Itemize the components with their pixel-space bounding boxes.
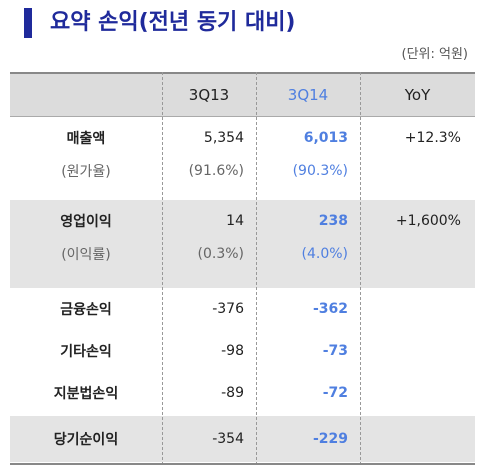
table-row-net-income: 당기순이익 -354 -229 [10, 416, 475, 462]
header-cell-3q13: 3Q13 [188, 86, 230, 104]
value-3q14: -362 [312, 301, 348, 317]
table-row-financial: 금융손익 -376 -362 [10, 290, 475, 328]
value-yoy: +12.3% [404, 130, 461, 146]
value-yoy: +1,600% [395, 213, 461, 229]
value-3q13: -98 [221, 343, 244, 359]
table-row-cost-ratio: (원가율) (91.6%) (90.3%) [10, 156, 475, 186]
value-3q14: -72 [322, 385, 348, 401]
value-3q13: -376 [212, 301, 244, 317]
unit-note: (단위: 억원) [401, 47, 469, 62]
row-label: 영업이익 [60, 214, 112, 230]
table-row-equity-method: 지분법손익 -89 -72 [10, 374, 475, 412]
value-3q13: 5,354 [203, 130, 244, 146]
value-3q13: 14 [226, 213, 244, 229]
table-bottom-border [10, 463, 475, 465]
value-3q13: -354 [212, 431, 244, 447]
table-row-operating-profit: 영업이익 14 238 +1,600% [10, 203, 475, 239]
title-accent-bar [24, 8, 32, 38]
row-label: 매출액 [66, 131, 106, 147]
row-label: (원가율) [61, 164, 111, 180]
row-label: 지분법손익 [53, 386, 119, 402]
header-cell-3q14: 3Q14 [287, 86, 329, 104]
value-3q14: -73 [322, 343, 348, 359]
column-divider [256, 72, 257, 465]
value-3q14: -229 [312, 431, 348, 447]
row-label: 기타손익 [60, 344, 112, 360]
row-label: 금융손익 [60, 302, 112, 318]
row-label: 당기순이익 [53, 432, 119, 448]
value-3q14: 6,013 [303, 130, 348, 146]
column-divider [162, 72, 163, 465]
table-header: 3Q13 3Q14 YoY [10, 72, 475, 117]
column-divider [360, 72, 361, 465]
row-label: (이익률) [61, 247, 111, 263]
value-3q13: (91.6%) [188, 163, 244, 179]
table-row-revenue: 매출액 5,354 6,013 +12.3% [10, 120, 475, 156]
page-title: 요약 손익(전년 동기 대비) [50, 10, 296, 35]
value-3q13: -89 [221, 385, 244, 401]
value-3q14: 238 [318, 213, 348, 229]
value-3q14: (90.3%) [292, 163, 348, 179]
value-3q13: (0.3%) [197, 246, 245, 262]
shaded-band-operating [10, 200, 475, 288]
table-row-profit-margin: (이익률) (0.3%) (4.0%) [10, 239, 475, 269]
header-cell-yoy: YoY [404, 86, 431, 104]
header-cell-empty [10, 74, 162, 116]
value-3q14: (4.0%) [301, 246, 349, 262]
table-row-other: 기타손익 -98 -73 [10, 332, 475, 370]
